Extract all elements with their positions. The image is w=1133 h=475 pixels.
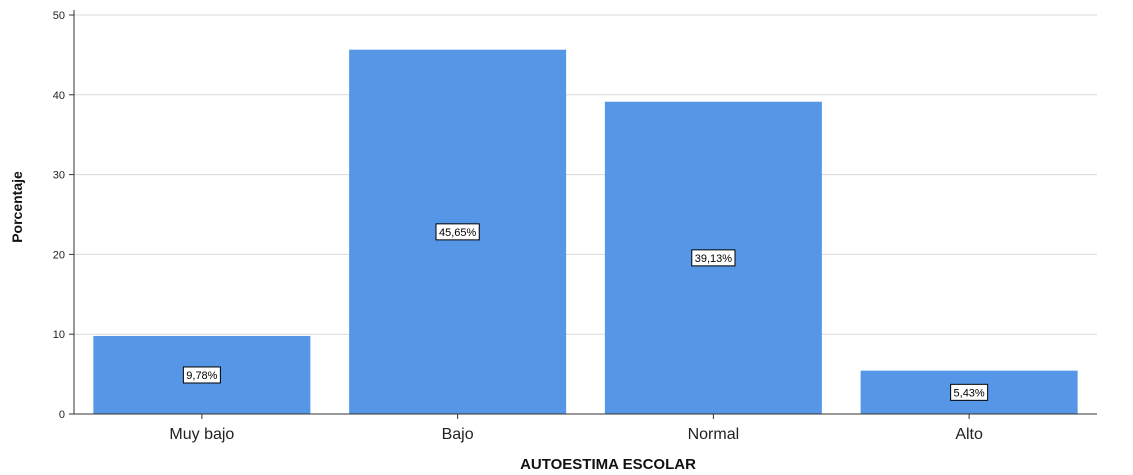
bars <box>93 49 1078 414</box>
data-label-text: 9,78% <box>186 370 217 382</box>
data-label: 39,13% <box>691 249 736 267</box>
x-tick-label: Normal <box>688 426 740 443</box>
x-axis-title: AUTOESTIMA ESCOLAR <box>520 456 696 473</box>
data-label-text: 5,43% <box>954 387 985 399</box>
data-label-box <box>691 249 736 267</box>
y-tick-label: 10 <box>53 329 65 341</box>
data-labels: 9,78% 45,65% 39,13% 5,43% <box>182 223 989 401</box>
y-tick-label: 20 <box>53 249 65 261</box>
data-label: 5,43% <box>950 383 989 401</box>
data-label-box <box>435 223 480 241</box>
y-axis-ticks: 0 10 20 30 40 50 <box>53 10 74 421</box>
x-axis-ticks: Muy bajo Bajo Normal Alto <box>169 414 983 443</box>
data-label: 9,78% <box>182 366 221 384</box>
data-label-text: 45,65% <box>439 227 477 239</box>
y-tick-label: 30 <box>53 170 65 182</box>
y-tick-label: 0 <box>59 409 65 421</box>
x-tick-label: Bajo <box>442 426 474 443</box>
x-tick-label: Muy bajo <box>169 426 234 443</box>
data-label: 45,65% <box>435 223 480 241</box>
data-label-box <box>182 366 221 384</box>
data-label-box <box>950 383 989 401</box>
data-label-text: 39,13% <box>695 253 733 265</box>
gridlines <box>74 14 1097 335</box>
y-axis-title: Porcentaje <box>9 171 25 243</box>
y-tick-label: 40 <box>53 90 65 102</box>
x-tick-label: Alto <box>955 426 983 443</box>
y-tick-label: 50 <box>53 10 65 22</box>
